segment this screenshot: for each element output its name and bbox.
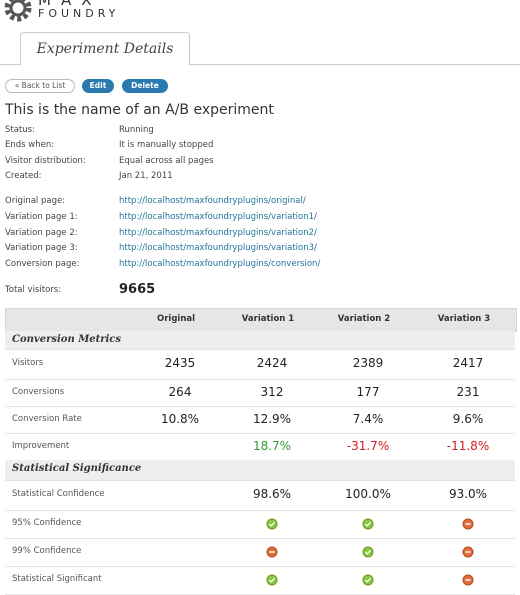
back-button[interactable]: « Back to List bbox=[5, 79, 75, 93]
cell-value: -11.8% bbox=[446, 438, 490, 453]
cell-value: 2389 bbox=[352, 356, 384, 370]
section-row: Statistical Significance bbox=[5, 460, 515, 481]
detail-value: Jan 21, 2011 bbox=[119, 170, 173, 181]
fail-icon bbox=[462, 546, 474, 558]
cell-value: 2435 bbox=[164, 356, 196, 370]
row-label: Conversion Rate bbox=[12, 413, 82, 424]
page-label: Variation page 2: bbox=[5, 227, 78, 238]
page-link[interactable]: http://localhost/maxfoundryplugins/conve… bbox=[119, 259, 321, 270]
cell-value: 312 bbox=[260, 384, 284, 399]
page-label: Original page: bbox=[5, 196, 66, 206]
row-label: 99% Confidence bbox=[12, 546, 82, 556]
cell-value: 177 bbox=[356, 384, 380, 399]
experiment-title: This is the name of an A/B experiment bbox=[5, 102, 274, 118]
column-header: Variation 1 bbox=[241, 314, 295, 324]
cell-value: 100.0% bbox=[345, 487, 391, 501]
cell-value: 264 bbox=[168, 384, 192, 399]
column-header: Variation 3 bbox=[437, 314, 491, 324]
table-row: Conversion Rate 10.8% 12.9% 7.4% 9.6% bbox=[5, 406, 515, 434]
detail-label: Visitor distribution: bbox=[5, 155, 86, 166]
detail-label: Created: bbox=[5, 170, 42, 181]
section-label: Conversion Metrics bbox=[12, 334, 122, 345]
row-label: Improvement bbox=[12, 440, 70, 451]
cell-value: -31.7% bbox=[346, 438, 390, 453]
page-label: Variation page 1: bbox=[5, 211, 78, 222]
table-row: Statistical Significant bbox=[5, 566, 515, 595]
logo-sub: FOUNDRY bbox=[38, 7, 120, 20]
table-row: 99% Confidence bbox=[5, 538, 515, 567]
tab[interactable]: Experiment Details bbox=[20, 32, 190, 66]
pass-icon bbox=[362, 546, 374, 558]
cell-value: 7.4% bbox=[352, 411, 384, 426]
row-label: Conversions bbox=[12, 386, 65, 397]
table-row: Conversions 264 312 177 231 bbox=[5, 379, 515, 407]
row-label: Statistical Significant bbox=[12, 574, 102, 584]
cell-value: 98.6% bbox=[252, 487, 292, 501]
section-label: Statistical Significance bbox=[12, 463, 142, 474]
detail-label: Ends when: bbox=[5, 140, 55, 151]
cell-value: 231 bbox=[456, 384, 480, 399]
fail-icon bbox=[266, 546, 278, 558]
column-header: Original bbox=[156, 314, 196, 324]
pass-icon bbox=[266, 518, 278, 530]
row-label: Statistical Confidence bbox=[12, 489, 105, 499]
pass-icon bbox=[362, 574, 374, 586]
page-link[interactable]: http://localhost/maxfoundryplugins/varia… bbox=[119, 211, 317, 222]
cell-value: 93.0% bbox=[448, 487, 488, 501]
table-row: Statistical Confidence 98.6% 100.0% 93.0% bbox=[5, 480, 515, 511]
pass-icon bbox=[266, 574, 278, 586]
row-label: 95% Confidence bbox=[12, 518, 82, 528]
fail-icon bbox=[462, 574, 474, 586]
detail-value: It is manually stopped bbox=[119, 140, 214, 151]
cell-value: 10.8% bbox=[160, 411, 200, 426]
page-link[interactable]: http://localhost/maxfoundryplugins/varia… bbox=[119, 227, 317, 238]
table-row: Improvement 18.7% -31.7% -11.8% bbox=[5, 433, 515, 461]
page-label: Variation page 3: bbox=[5, 243, 78, 254]
table-row: 95% Confidence bbox=[5, 510, 515, 539]
total-label: Total visitors: bbox=[5, 285, 62, 295]
row-label: Visitors bbox=[12, 358, 44, 368]
cell-value: 9.6% bbox=[452, 411, 484, 426]
edit-button[interactable]: Edit bbox=[82, 79, 114, 93]
section-row: Conversion Metrics bbox=[5, 331, 515, 350]
table-header: Original Variation 1 Variation 2 Variation … bbox=[5, 308, 517, 332]
delete-button[interactable]: Delete bbox=[122, 79, 168, 93]
page-link[interactable]: http://localhost/maxfoundryplugins/varia… bbox=[119, 243, 317, 254]
table-row: Visitors 2435 2424 2389 2417 bbox=[5, 349, 515, 380]
detail-value: Equal across all pages bbox=[119, 155, 214, 166]
cell-value: 2424 bbox=[256, 356, 288, 370]
logo-name: MAX bbox=[38, 0, 102, 9]
tab-line bbox=[0, 64, 520, 65]
detail-value: Running bbox=[119, 125, 154, 135]
logo-gear bbox=[4, 0, 32, 22]
cell-value: 2417 bbox=[452, 356, 484, 370]
detail-label: Status: bbox=[5, 125, 35, 135]
column-header: Variation 2 bbox=[337, 314, 391, 324]
cell-value: 12.9% bbox=[252, 411, 292, 426]
cell-value: 18.7% bbox=[252, 438, 292, 453]
page-label: Conversion page: bbox=[5, 259, 80, 270]
fail-icon bbox=[462, 518, 474, 530]
total-value: 9665 bbox=[119, 282, 156, 297]
pass-icon bbox=[362, 518, 374, 530]
page-link[interactable]: http://localhost/maxfoundryplugins/origi… bbox=[119, 196, 306, 206]
